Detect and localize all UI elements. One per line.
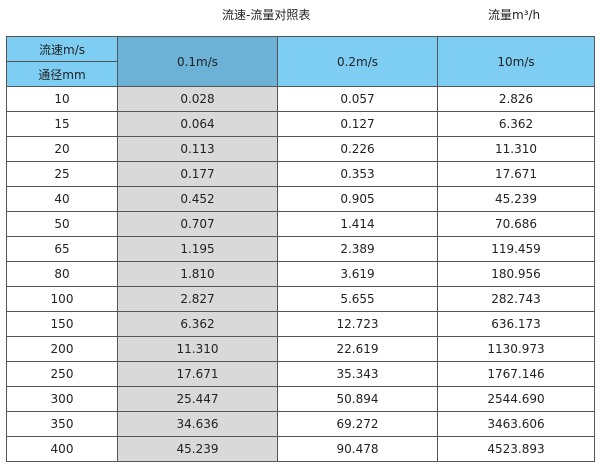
flow-cell: 17.671 bbox=[437, 161, 595, 187]
diameter-cell: 350 bbox=[6, 411, 118, 437]
flow-cell: 25.447 bbox=[117, 386, 278, 412]
diameter-cell: 400 bbox=[6, 436, 118, 462]
diameter-cell: 250 bbox=[6, 361, 118, 387]
flow-cell: 45.239 bbox=[117, 436, 278, 462]
diameter-cell: 150 bbox=[6, 311, 118, 337]
diameter-cell: 65 bbox=[6, 236, 118, 262]
table-row: 80 1.810 3.619 180.956 bbox=[6, 261, 595, 287]
table-row: 100 2.827 5.655 282.743 bbox=[6, 286, 595, 312]
flow-cell: 0.028 bbox=[117, 86, 278, 112]
flow-cell: 0.057 bbox=[277, 86, 438, 112]
flow-cell: 35.343 bbox=[277, 361, 438, 387]
col-header-0.1: 0.1m/s bbox=[117, 36, 278, 87]
flow-cell: 11.310 bbox=[117, 336, 278, 362]
flow-cell: 3.619 bbox=[277, 261, 438, 287]
diameter-cell: 200 bbox=[6, 336, 118, 362]
flow-cell: 119.459 bbox=[437, 236, 595, 262]
flow-cell: 4523.893 bbox=[437, 436, 595, 462]
diameter-cell: 300 bbox=[6, 386, 118, 412]
diameter-header: 通径mm bbox=[6, 61, 118, 87]
flow-cell: 2.827 bbox=[117, 286, 278, 312]
flow-cell: 0.177 bbox=[117, 161, 278, 187]
flow-cell: 0.353 bbox=[277, 161, 438, 187]
flow-cell: 22.619 bbox=[277, 336, 438, 362]
diameter-cell: 40 bbox=[6, 186, 118, 212]
flow-cell: 636.173 bbox=[437, 311, 595, 337]
table-row: 25 0.177 0.353 17.671 bbox=[6, 161, 595, 187]
speed-header: 流速m/s bbox=[6, 36, 118, 62]
table-row: 200 11.310 22.619 1130.973 bbox=[6, 336, 595, 362]
flow-cell: 0.452 bbox=[117, 186, 278, 212]
flow-cell: 2544.690 bbox=[437, 386, 595, 412]
unit-label: 流量m³/h bbox=[488, 8, 541, 22]
flow-cell: 0.226 bbox=[277, 136, 438, 162]
flow-cell: 5.655 bbox=[277, 286, 438, 312]
table-row: 400 45.239 90.478 4523.893 bbox=[6, 436, 595, 462]
flow-cell: 34.636 bbox=[117, 411, 278, 437]
diameter-cell: 15 bbox=[6, 111, 118, 137]
flow-cell: 0.113 bbox=[117, 136, 278, 162]
flow-cell: 0.127 bbox=[277, 111, 438, 137]
table-title: 流速-流量对照表 bbox=[222, 8, 311, 22]
flow-cell: 1767.146 bbox=[437, 361, 595, 387]
diameter-cell: 80 bbox=[6, 261, 118, 287]
diameter-cell: 20 bbox=[6, 136, 118, 162]
flow-cell: 3463.606 bbox=[437, 411, 595, 437]
table-row: 15 0.064 0.127 6.362 bbox=[6, 111, 595, 137]
flow-cell: 90.478 bbox=[277, 436, 438, 462]
table-row: 20 0.113 0.226 11.310 bbox=[6, 136, 595, 162]
table-row: 50 0.707 1.414 70.686 bbox=[6, 211, 595, 237]
table-row: 350 34.636 69.272 3463.606 bbox=[6, 411, 595, 437]
diameter-cell: 10 bbox=[6, 86, 118, 112]
flow-cell: 50.894 bbox=[277, 386, 438, 412]
table-row: 40 0.452 0.905 45.239 bbox=[6, 186, 595, 212]
flow-cell: 70.686 bbox=[437, 211, 595, 237]
diameter-cell: 25 bbox=[6, 161, 118, 187]
flow-cell: 12.723 bbox=[277, 311, 438, 337]
flow-cell: 11.310 bbox=[437, 136, 595, 162]
flow-cell: 1130.973 bbox=[437, 336, 595, 362]
flow-cell: 0.707 bbox=[117, 211, 278, 237]
table-row: 300 25.447 50.894 2544.690 bbox=[6, 386, 595, 412]
flow-cell: 2.389 bbox=[277, 236, 438, 262]
flow-cell: 282.743 bbox=[437, 286, 595, 312]
diameter-cell: 100 bbox=[6, 286, 118, 312]
flow-cell: 45.239 bbox=[437, 186, 595, 212]
flow-cell: 1.810 bbox=[117, 261, 278, 287]
flow-cell: 0.905 bbox=[277, 186, 438, 212]
flow-cell: 69.272 bbox=[277, 411, 438, 437]
flow-cell: 2.826 bbox=[437, 86, 595, 112]
diameter-cell: 50 bbox=[6, 211, 118, 237]
table-row: 250 17.671 35.343 1767.146 bbox=[6, 361, 595, 387]
flow-cell: 1.195 bbox=[117, 236, 278, 262]
flow-cell: 0.064 bbox=[117, 111, 278, 137]
table-row: 65 1.195 2.389 119.459 bbox=[6, 236, 595, 262]
flow-cell: 17.671 bbox=[117, 361, 278, 387]
col-header-10: 10m/s bbox=[437, 36, 595, 87]
table-row: 10 0.028 0.057 2.826 bbox=[6, 86, 595, 112]
flow-cell: 6.362 bbox=[117, 311, 278, 337]
table-row: 150 6.362 12.723 636.173 bbox=[6, 311, 595, 337]
col-header-0.2: 0.2m/s bbox=[277, 36, 438, 87]
flow-cell: 1.414 bbox=[277, 211, 438, 237]
flow-cell: 180.956 bbox=[437, 261, 595, 287]
flow-table: 流速m/s 0.1m/s 0.2m/s 10m/s 通径mm 10 0.028 0.… bbox=[6, 36, 595, 462]
flow-cell: 6.362 bbox=[437, 111, 595, 137]
